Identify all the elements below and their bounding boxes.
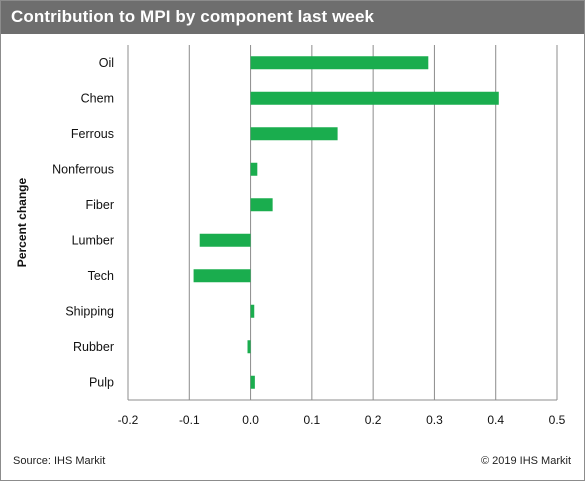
bar-nonferrous: [250, 162, 258, 176]
x-tick-label: 0.4: [487, 413, 504, 427]
bar-oil: [250, 56, 429, 70]
category-label: Rubber: [73, 340, 114, 354]
x-tick-label: 0.3: [426, 413, 443, 427]
category-label: Nonferrous: [52, 162, 114, 176]
bar-pulp: [250, 375, 255, 389]
x-tick-label: 0.5: [549, 413, 566, 427]
category-label: Oil: [99, 56, 114, 70]
y-axis-title: Percent change: [15, 177, 29, 267]
bar-ferrous: [250, 127, 338, 141]
category-label: Chem: [81, 91, 114, 105]
category-label: Ferrous: [71, 127, 114, 141]
x-tick-label: 0.1: [304, 413, 321, 427]
copyright-note: © 2019 IHS Markit: [480, 455, 571, 467]
x-tick-label: -0.2: [118, 413, 139, 427]
category-label: Tech: [88, 269, 114, 283]
bar-shipping: [250, 304, 255, 318]
category-label: Pulp: [89, 375, 114, 389]
bar-chem: [250, 91, 499, 105]
chart-title: Contribution to MPI by component last we…: [11, 7, 375, 26]
bar-rubber: [247, 340, 251, 354]
category-label: Fiber: [86, 198, 114, 212]
x-tick-label: -0.1: [179, 413, 200, 427]
bar-tech: [193, 269, 251, 283]
category-label: Lumber: [72, 233, 114, 247]
x-tick-label: 0.2: [365, 413, 382, 427]
chart-header: Contribution to MPI by component last we…: [1, 1, 584, 34]
x-tick-label: 0.0: [242, 413, 259, 427]
bar-lumber: [199, 233, 251, 247]
category-label: Shipping: [65, 304, 114, 318]
bar-fiber: [250, 198, 273, 212]
source-note: Source: IHS Markit: [13, 455, 106, 467]
